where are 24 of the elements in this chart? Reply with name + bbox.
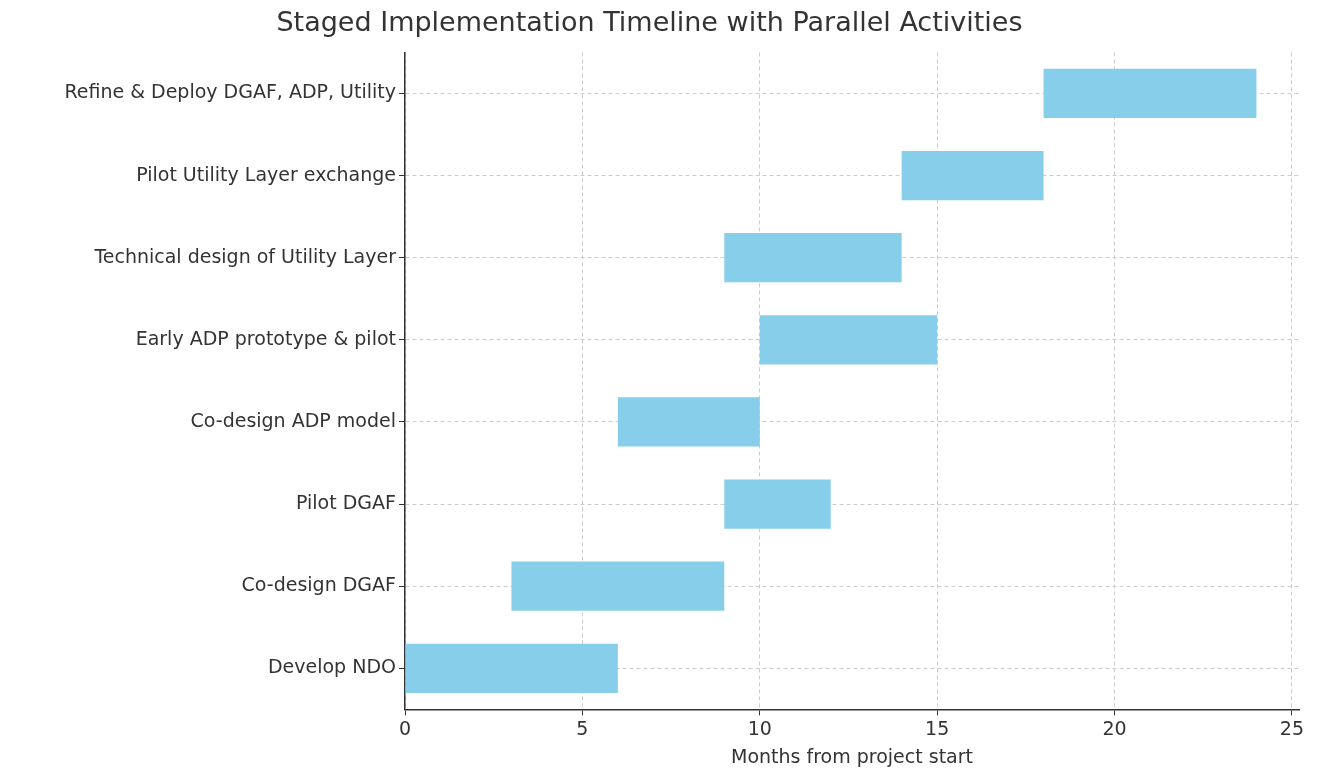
bar [759, 315, 938, 365]
x-tick-label: 25 [1279, 716, 1304, 739]
y-tick-label: Refine & Deploy DGAF, ADP, Utility [64, 80, 396, 103]
x-axis-title: Months from project start [731, 744, 973, 767]
x-tick-label: 0 [398, 716, 412, 739]
y-tick-label: Develop NDO [267, 655, 396, 678]
x-tick-label: 10 [747, 716, 772, 739]
bar [511, 561, 725, 611]
bar [724, 233, 902, 283]
bar [1043, 68, 1257, 119]
x-tick-label: 15 [925, 716, 950, 739]
y-tick-label: Pilot Utility Layer exchange [136, 162, 396, 185]
y-tick-label: Technical design of Utility Layer [93, 244, 397, 267]
x-tick-label: 20 [1102, 716, 1127, 739]
y-tick-label: Co-design DGAF [241, 573, 396, 596]
y-tick-label: Co-design ADP model [190, 408, 396, 431]
bar [901, 150, 1044, 201]
bar [724, 479, 831, 529]
chart-title: Staged Implementation Timeline with Parallel Activities [276, 6, 1023, 38]
x-tick-label: 5 [576, 716, 589, 739]
bar [617, 397, 760, 447]
bar [405, 643, 618, 693]
y-tick-label: Early ADP prototype & pilot [135, 326, 396, 349]
y-tick-label: Pilot DGAF [296, 491, 396, 514]
